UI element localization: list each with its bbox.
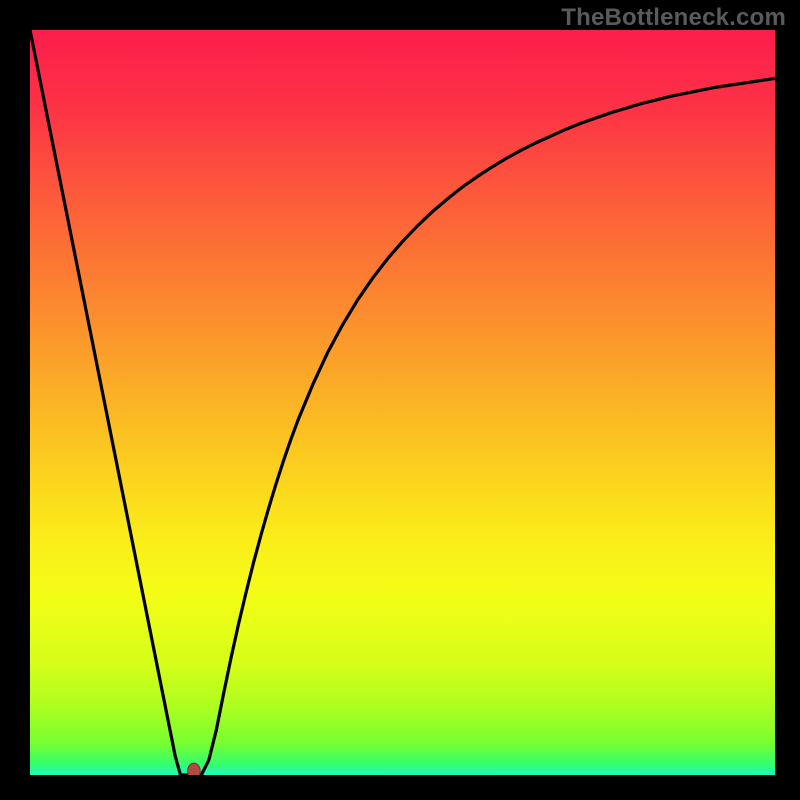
chart-container: TheBottleneck.com <box>0 0 800 800</box>
plot-area <box>30 30 775 775</box>
watermark-text: TheBottleneck.com <box>561 4 786 32</box>
chart-svg <box>30 30 775 775</box>
gradient-background <box>30 30 775 775</box>
optimum-marker <box>188 763 201 775</box>
